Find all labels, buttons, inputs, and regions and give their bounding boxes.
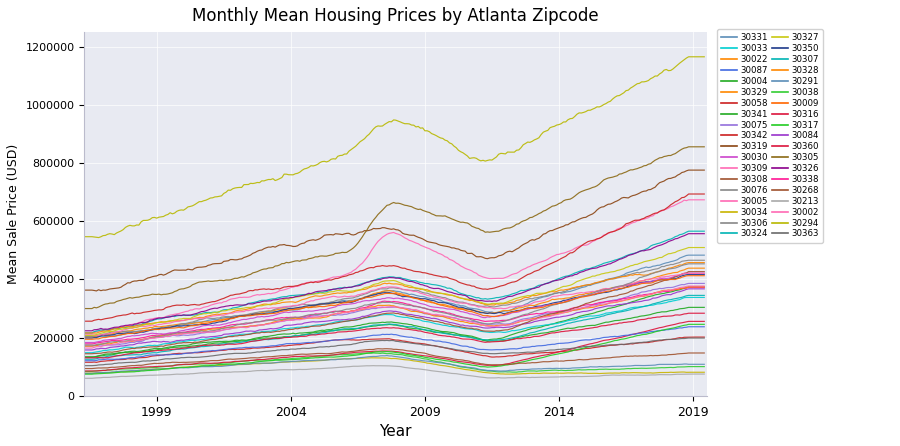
Y-axis label: Mean Sale Price (USD): Mean Sale Price (USD) [7,144,20,284]
Legend: 30331, 30033, 30022, 30087, 30004, 30329, 30058, 30341, 30075, 30342, 30319, 300: 30331, 30033, 30022, 30087, 30004, 30329… [717,29,823,243]
X-axis label: Year: Year [379,424,411,439]
Title: Monthly Mean Housing Prices by Atlanta Zipcode: Monthly Mean Housing Prices by Atlanta Z… [192,7,598,25]
